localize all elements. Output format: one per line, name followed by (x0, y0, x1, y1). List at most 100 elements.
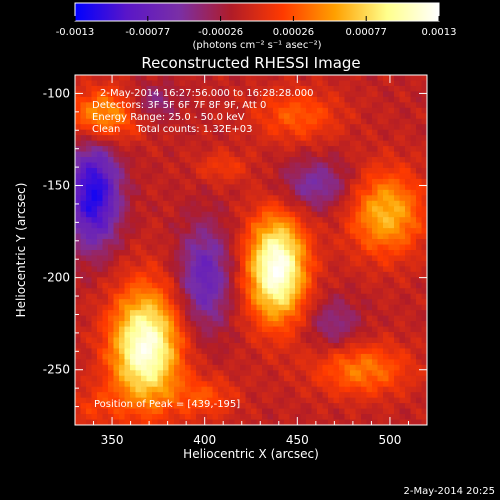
heatmap-cell (416, 386, 423, 393)
heatmap-cell (383, 392, 390, 399)
heatmap-cell (212, 304, 219, 311)
heatmap-cell (350, 244, 357, 251)
heatmap-cell (350, 85, 357, 93)
heatmap-cell (251, 260, 258, 268)
heatmap-cell (207, 255, 214, 262)
heatmap-cell (75, 91, 82, 98)
heatmap-cell (317, 157, 324, 164)
heatmap-cell (311, 299, 318, 306)
heatmap-cell (185, 364, 192, 371)
heatmap-cell (394, 255, 401, 262)
heatmap-cell (284, 233, 291, 240)
heatmap-cell (262, 342, 269, 350)
heatmap-cell (152, 386, 159, 393)
heatmap-cell (196, 337, 203, 344)
heatmap-cell (350, 75, 357, 82)
heatmap-cell (201, 304, 208, 311)
heatmap-cell (108, 173, 115, 180)
heatmap-cell (168, 228, 175, 235)
heatmap-cell (240, 414, 247, 421)
heatmap-cell (394, 386, 401, 393)
heatmap-cell (410, 271, 417, 278)
heatmap-cell (113, 244, 120, 251)
heatmap-cell (361, 189, 368, 196)
heatmap-cell (75, 184, 82, 191)
heatmap-cell (113, 96, 120, 103)
heatmap-cell (410, 381, 417, 388)
heatmap-cell (174, 348, 181, 355)
heatmap-cell (267, 342, 274, 350)
heatmap-cell (135, 75, 142, 82)
heatmap-cell (141, 419, 148, 425)
heatmap-cell (388, 293, 395, 300)
heatmap-cell (399, 129, 406, 136)
heatmap-cell (223, 162, 230, 169)
heatmap-cell (163, 266, 170, 273)
heatmap-cell (124, 206, 131, 213)
heatmap-cell (421, 140, 427, 147)
heatmap-cell (306, 222, 313, 229)
heatmap-cell (75, 140, 82, 147)
heatmap-cell (229, 260, 236, 268)
heatmap-cell (113, 288, 120, 295)
heatmap-cell (179, 326, 186, 333)
heatmap-cell (157, 348, 164, 355)
heatmap-cell (410, 299, 417, 306)
heatmap-cell (163, 414, 170, 421)
heatmap-cell (130, 167, 137, 175)
heatmap-cell (333, 392, 340, 399)
heatmap-cell (339, 288, 346, 295)
heatmap-cell (113, 370, 120, 377)
heatmap-cell (163, 277, 170, 284)
heatmap-cell (201, 184, 208, 191)
heatmap-cell (234, 304, 241, 311)
heatmap-cell (86, 353, 93, 360)
heatmap-cell (256, 266, 263, 273)
heatmap-cell (168, 326, 175, 333)
heatmap-cell (251, 113, 258, 120)
heatmap-cell (278, 178, 285, 185)
heatmap-cell (113, 173, 120, 180)
heatmap-cell (399, 151, 406, 158)
heatmap-cell (218, 288, 225, 295)
heatmap-cell (185, 408, 192, 415)
heatmap-cell (262, 195, 269, 202)
heatmap-cell (130, 403, 137, 410)
heatmap-cell (383, 414, 390, 421)
heatmap-cell (212, 310, 219, 317)
heatmap-cell (119, 419, 126, 425)
heatmap-cell (311, 118, 318, 125)
heatmap-cell (97, 326, 104, 333)
heatmap-cell (212, 85, 219, 93)
heatmap-cell (366, 228, 373, 235)
heatmap-cell (273, 107, 280, 114)
heatmap-cell (91, 75, 98, 82)
heatmap-cell (405, 348, 412, 355)
heatmap-cell (394, 107, 401, 114)
heatmap-cell (377, 129, 384, 136)
heatmap-cell (256, 118, 263, 125)
heatmap-cell (124, 381, 131, 388)
heatmap-cell (328, 342, 335, 350)
heatmap-cell (157, 271, 164, 278)
heatmap-cell (113, 228, 120, 235)
heatmap-cell (339, 419, 346, 425)
heatmap-cell (80, 75, 87, 82)
heatmap-cell (135, 184, 142, 191)
heatmap-cell (361, 342, 368, 350)
heatmap-cell (91, 135, 98, 142)
heatmap-cell (207, 184, 214, 191)
heatmap-cell (289, 271, 296, 278)
heatmap-cell (75, 195, 82, 202)
heatmap-cell (86, 102, 93, 109)
heatmap-cell (135, 80, 142, 87)
heatmap-cell (339, 315, 346, 322)
heatmap-cell (157, 217, 164, 224)
heatmap-cell (355, 282, 362, 289)
heatmap-cell (317, 326, 324, 333)
heatmap-cell (146, 244, 153, 251)
heatmap-cell (306, 293, 313, 300)
heatmap-cell (113, 364, 120, 371)
heatmap-cell (135, 206, 142, 213)
heatmap-cell (80, 255, 87, 262)
